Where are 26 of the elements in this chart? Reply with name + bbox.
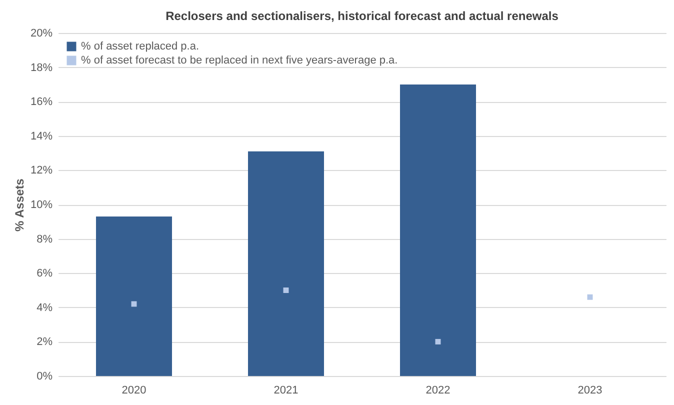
y-tick-label: 2% [36, 336, 53, 348]
bar [248, 151, 324, 376]
y-tick-label: 18% [30, 62, 53, 74]
y-tick-label: 6% [36, 268, 53, 280]
point [131, 301, 137, 307]
y-tick-label: 16% [30, 96, 53, 108]
x-tick-label: 2022 [426, 384, 450, 396]
y-axis-title: % Assets [12, 178, 26, 232]
x-tick-label: 2023 [578, 384, 602, 396]
y-tick-label: 8% [36, 233, 53, 246]
point [435, 338, 441, 344]
y-tick-label: 10% [30, 199, 53, 211]
bar [400, 84, 476, 376]
y-tick-label: 0% [36, 370, 53, 382]
y-tick-label: 20% [30, 28, 53, 40]
y-tick-label: 12% [30, 164, 53, 177]
y-tick-label: 4% [36, 302, 53, 314]
point [283, 288, 289, 293]
legend-label: % of asset replaced p.a. [81, 40, 200, 52]
point [587, 294, 593, 300]
y-tick-label: 14% [30, 130, 53, 142]
chart-title: Reclosers and sectionalisers, historical forecast and actual renewals [166, 9, 559, 23]
x-tick-label: 2020 [122, 384, 146, 396]
legend-label: % of asset forecast to be replaced in next five years-average p.a. [81, 54, 398, 66]
bar [96, 216, 172, 376]
x-tick-label: 2021 [274, 384, 298, 396]
